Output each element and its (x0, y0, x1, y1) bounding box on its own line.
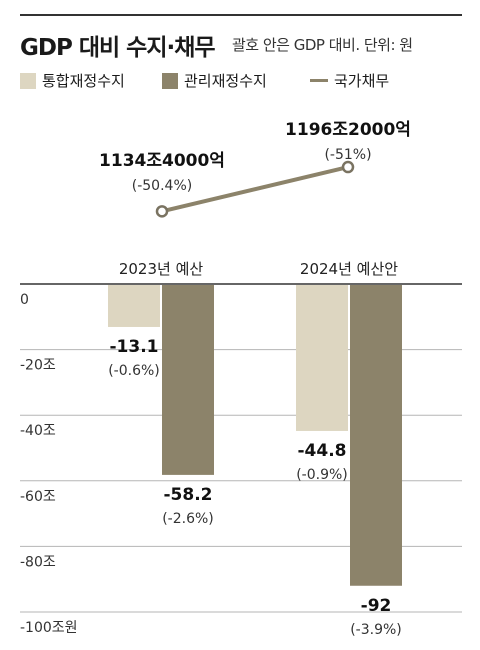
legend-label-managed: 관리재정수지 (184, 72, 267, 90)
bar-pct-label: (-0.9%) (296, 467, 348, 483)
legend-line-debt (310, 79, 328, 82)
y-tick-label: -60조 (20, 489, 56, 505)
y-tick-label: -40조 (20, 423, 56, 439)
category-label: 2024년 예산안 (300, 260, 398, 278)
legend-label-integrated: 통합재정수지 (42, 72, 125, 90)
legend-swatch-integrated (20, 72, 36, 89)
y-tick-label: -100조원 (20, 620, 78, 636)
bar-value-label: -58.2 (164, 485, 213, 505)
debt-line (161, 165, 349, 214)
debt-point (155, 205, 169, 218)
legend-item-managed: 관리재정수지 (162, 70, 267, 91)
y-tick-label: -20조 (20, 358, 56, 374)
bar-managed (162, 285, 214, 475)
bar-pct-label: (-0.6%) (108, 363, 160, 379)
top-rule (20, 14, 462, 16)
bar-value-label: -44.8 (298, 441, 347, 461)
debt-point (341, 160, 355, 174)
chart-subtitle: 괄호 안은 GDP 대비. 단위: 원 (232, 36, 413, 54)
bar-value-label: -13.1 (110, 337, 159, 357)
legend-item-debt: 국가채무 (310, 70, 389, 91)
bar-value-label: -92 (361, 596, 392, 616)
bar-managed (350, 285, 402, 586)
y-tick-label: 0 (20, 292, 29, 308)
legend-item-integrated: 통합재정수지 (20, 70, 125, 91)
bar-integrated (108, 285, 160, 327)
bar-integrated (296, 285, 348, 431)
bar-pct-label: (-3.9%) (350, 622, 402, 638)
debt-pct-label: (-51%) (324, 147, 371, 163)
chart-title: GDP 대비 수지·채무 (20, 35, 216, 61)
category-label: 2023년 예산 (119, 260, 204, 278)
legend-label-debt: 국가채무 (334, 72, 390, 90)
y-tick-label: -80조 (20, 554, 56, 570)
legend-swatch-managed (162, 72, 178, 89)
debt-pct-label: (-50.4%) (132, 178, 192, 194)
bar-pct-label: (-2.6%) (162, 511, 214, 527)
debt-value-label: 1134조4000억 (99, 151, 225, 171)
debt-value-label: 1196조2000억 (285, 120, 411, 140)
